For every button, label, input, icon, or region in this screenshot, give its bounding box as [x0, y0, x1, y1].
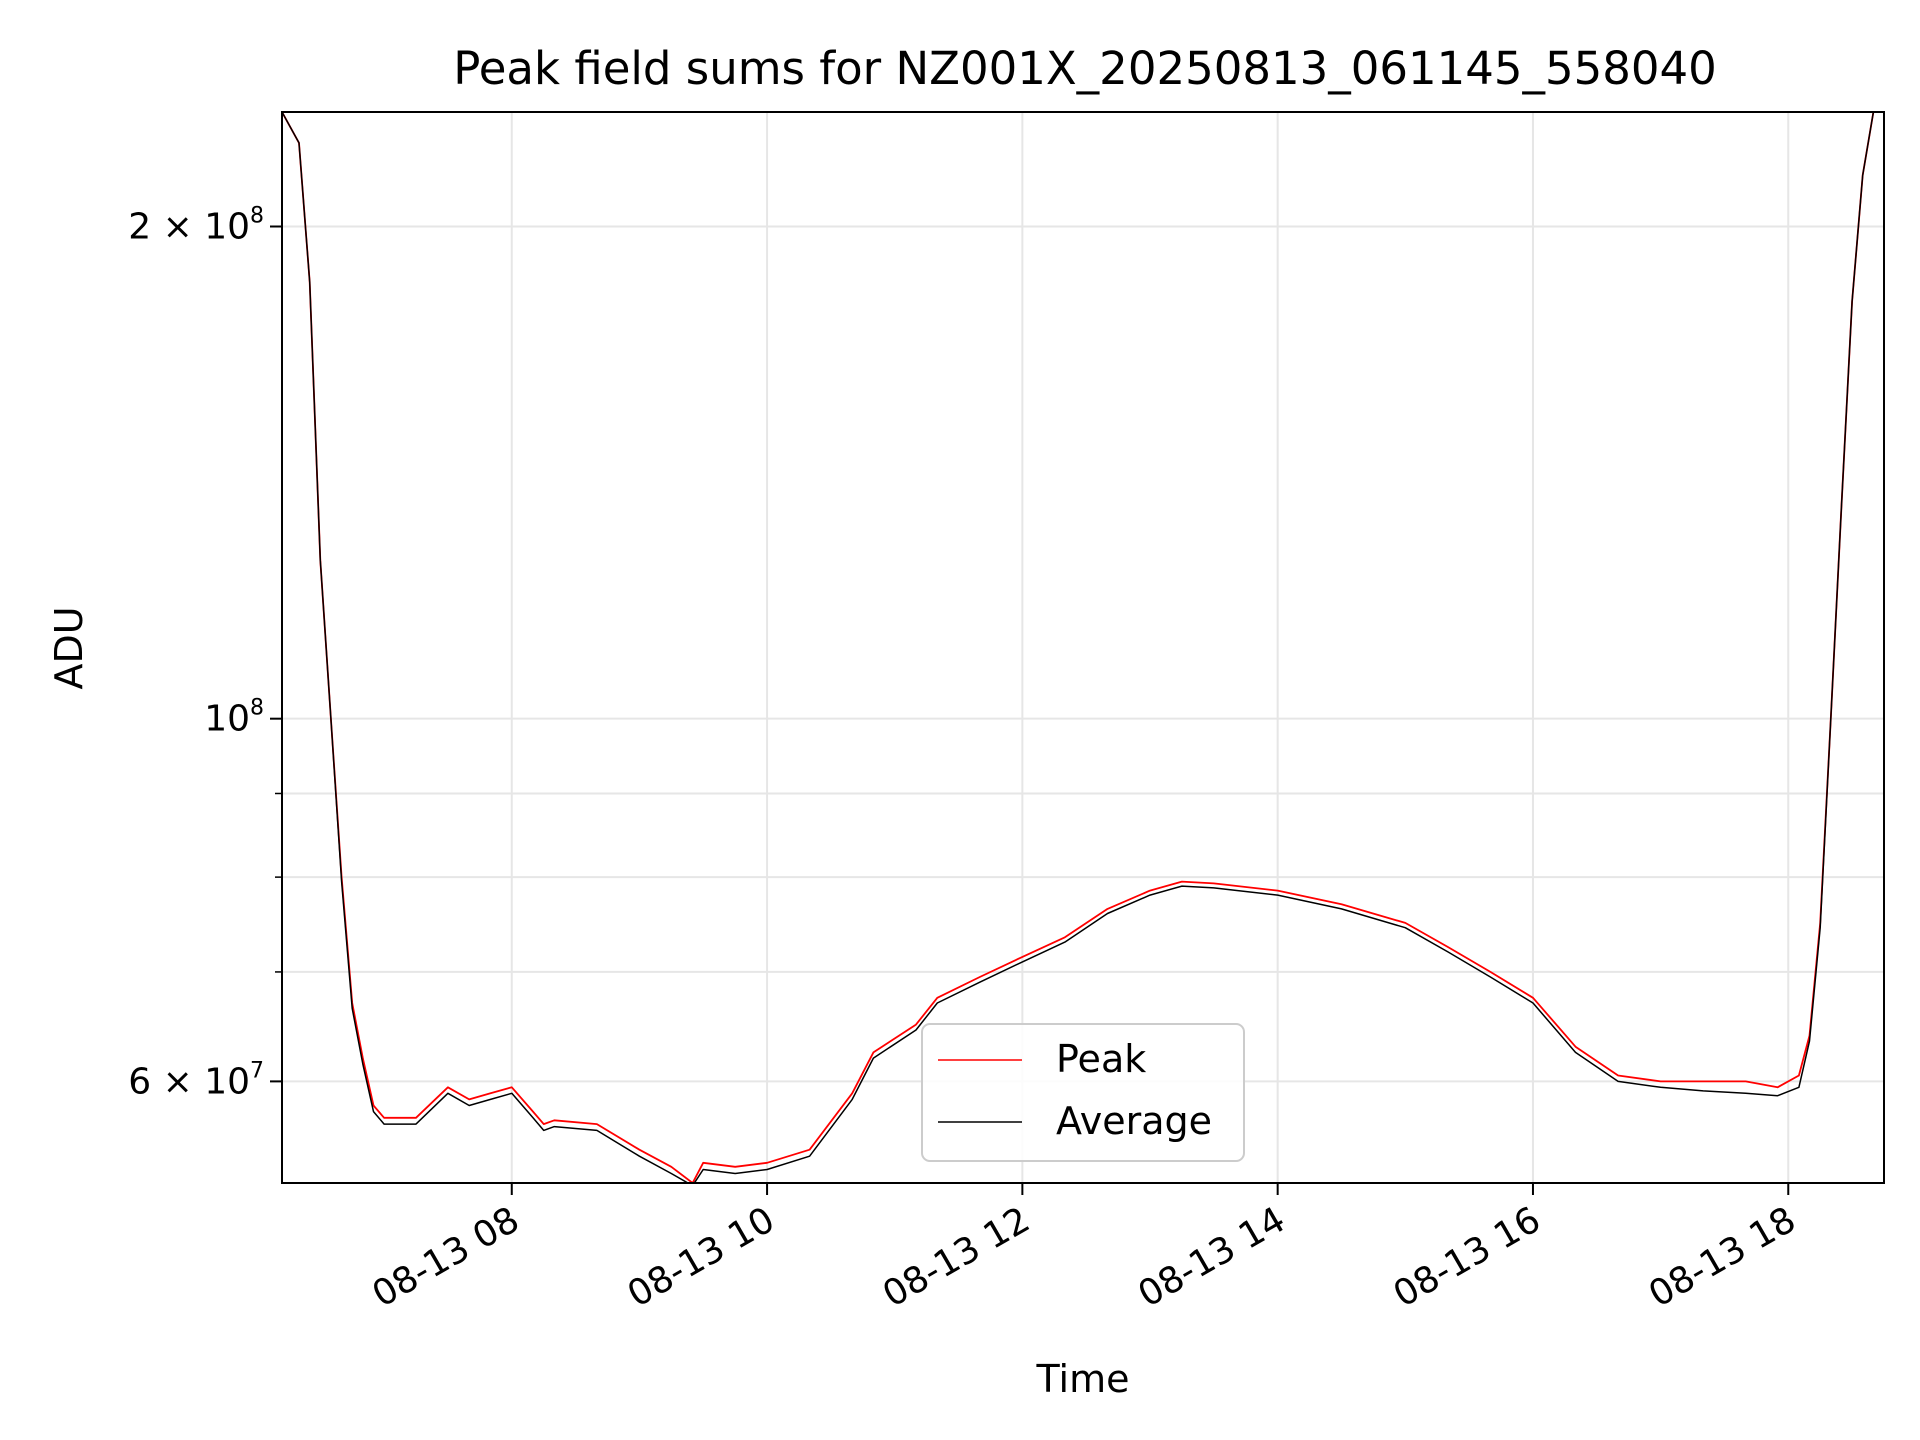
- y-tick-label: 108: [204, 696, 264, 740]
- legend-label-peak: Peak: [1056, 1037, 1146, 1081]
- legend-label-average: Average: [1056, 1099, 1212, 1143]
- chart-title: Peak field sums for NZ001X_20250813_0611…: [453, 42, 1717, 95]
- y-axis-label: ADU: [47, 606, 91, 689]
- y-tick-label: 2 × 108: [128, 204, 264, 248]
- series-line-peak: [282, 112, 1884, 1183]
- y-axis: 6 × 107 108 2 × 108: [128, 204, 282, 1102]
- legend-box: [921, 1023, 1245, 1162]
- y-tick-label: 6 × 107: [128, 1058, 264, 1102]
- plot-frame: [281, 111, 1885, 1184]
- series-layer: [282, 112, 1884, 1183]
- series-line-average: [282, 112, 1884, 1183]
- legend: Peak Average: [921, 1023, 1245, 1162]
- grid: [282, 112, 1884, 1183]
- x-axis-label: Time: [1036, 1357, 1130, 1401]
